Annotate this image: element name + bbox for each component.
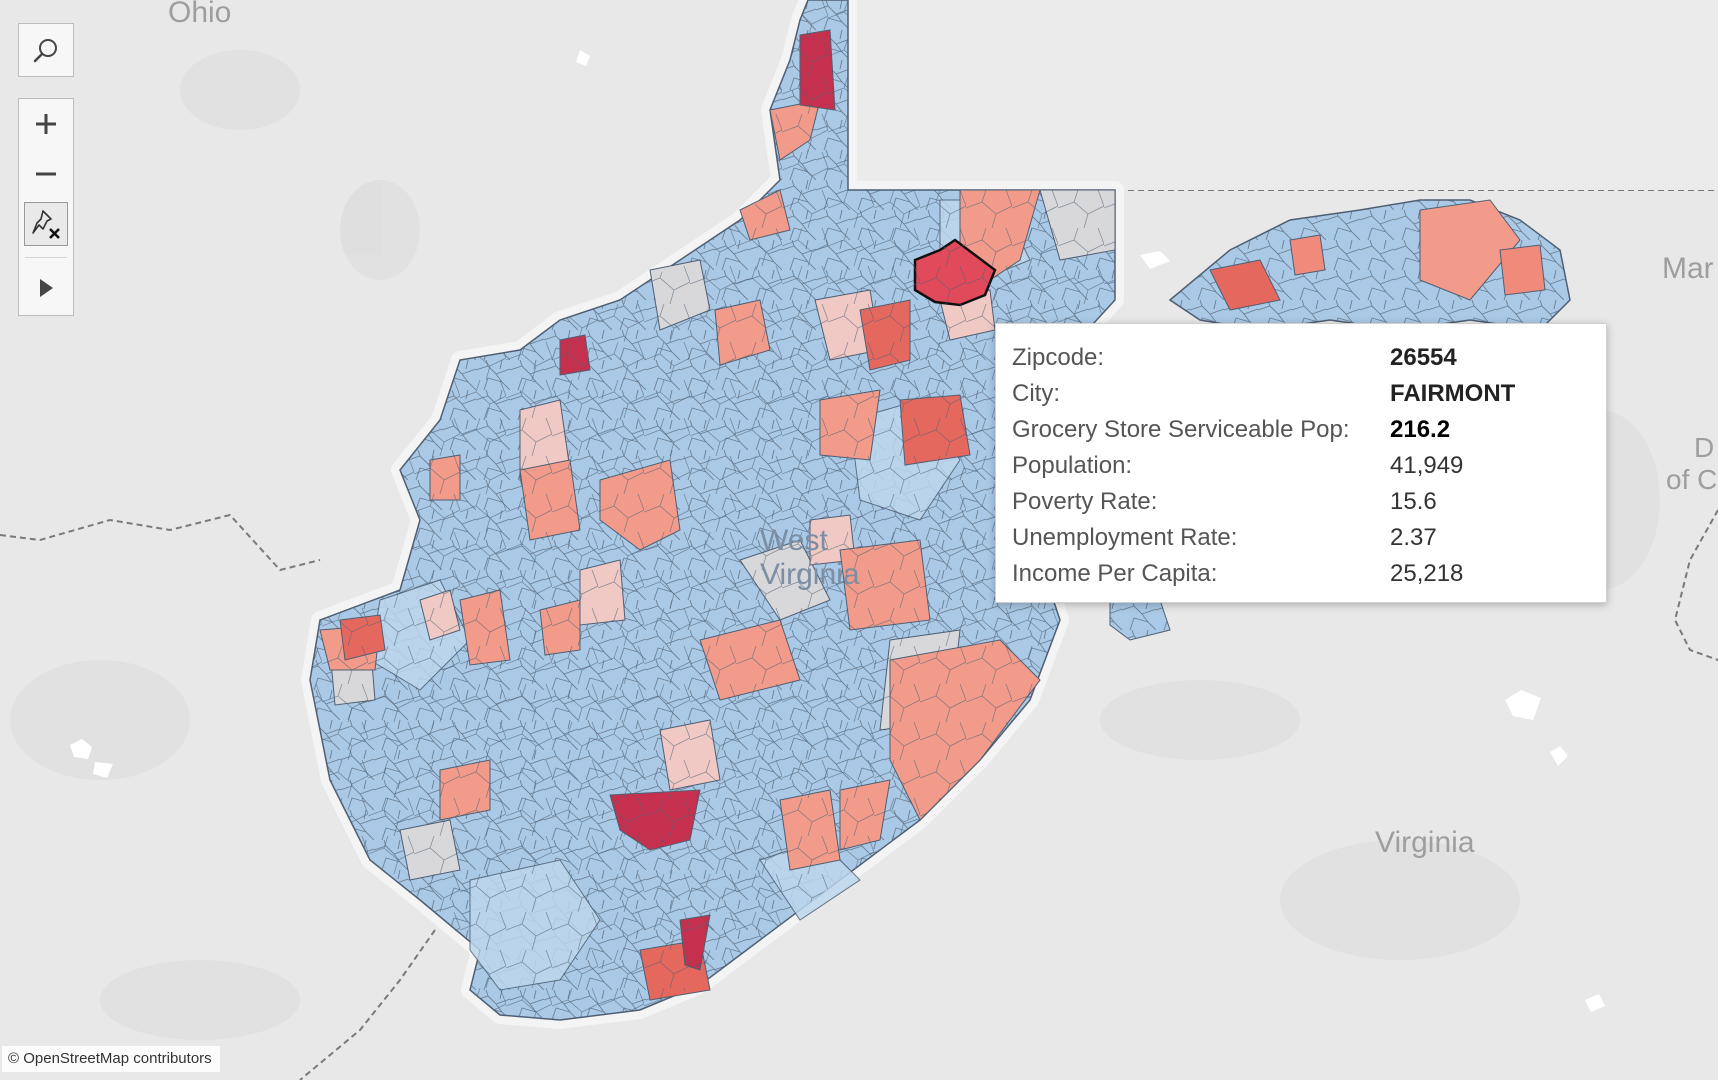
label-maryland: Mar [1662, 252, 1714, 285]
unpin-map-button[interactable] [24, 202, 68, 246]
search-button[interactable] [19, 26, 73, 76]
play-icon [40, 279, 53, 297]
tooltip-value: 25,218 [1390, 560, 1464, 587]
expand-toolbar-button[interactable] [19, 263, 73, 313]
map-zoom-toolbar[interactable] [18, 98, 74, 316]
label-ohio: Ohio [168, 0, 232, 29]
tooltip-label: Poverty Rate: [1012, 488, 1158, 515]
tooltip-label: Population: [1012, 452, 1133, 479]
label-west-virginia: West Virginia [760, 524, 860, 591]
toolbar-separator [25, 257, 67, 258]
tooltip-label: Unemployment Rate: [1012, 524, 1238, 551]
tooltip-value: FAIRMONT [1390, 380, 1516, 407]
zoom-in-button[interactable] [19, 99, 73, 149]
label-dc-line2: of C [1666, 464, 1718, 495]
label-dc-line1: D [1694, 432, 1715, 463]
tooltip-value: 15.6 [1390, 488, 1437, 515]
minus-icon [36, 172, 56, 176]
eastern-panhandle-choropleth [1168, 199, 1571, 331]
water-bodies [70, 50, 1605, 1012]
tooltip-label: City: [1012, 380, 1060, 407]
plus-icon [36, 114, 56, 134]
tooltip-value: 41,949 [1390, 452, 1464, 479]
tooltip-label: Zipcode: [1012, 344, 1105, 371]
map-search-control[interactable] [18, 23, 74, 77]
wv-zip-lines [310, 0, 1115, 1020]
label-virginia: Virginia [1375, 826, 1475, 859]
pennsylvania-area [848, 0, 1718, 190]
west-virginia-choropleth [301, 0, 1124, 1029]
tooltip-value: 2.37 [1390, 524, 1437, 551]
tooltip-value: 26554 [1390, 344, 1457, 371]
search-icon [33, 39, 57, 63]
zoom-out-button[interactable] [19, 149, 73, 199]
zip-tooltip: Zipcode: 26554 City: FAIRMONT Grocery St… [995, 323, 1607, 603]
tooltip-value: 216.2 [1390, 416, 1451, 443]
tooltip-label: Grocery Store Serviceable Pop: [1012, 416, 1350, 443]
map-attribution[interactable]: © OpenStreetMap contributors [2, 1046, 220, 1072]
tooltip-label: Income Per Capita: [1012, 560, 1218, 587]
unpin-icon [32, 210, 60, 239]
